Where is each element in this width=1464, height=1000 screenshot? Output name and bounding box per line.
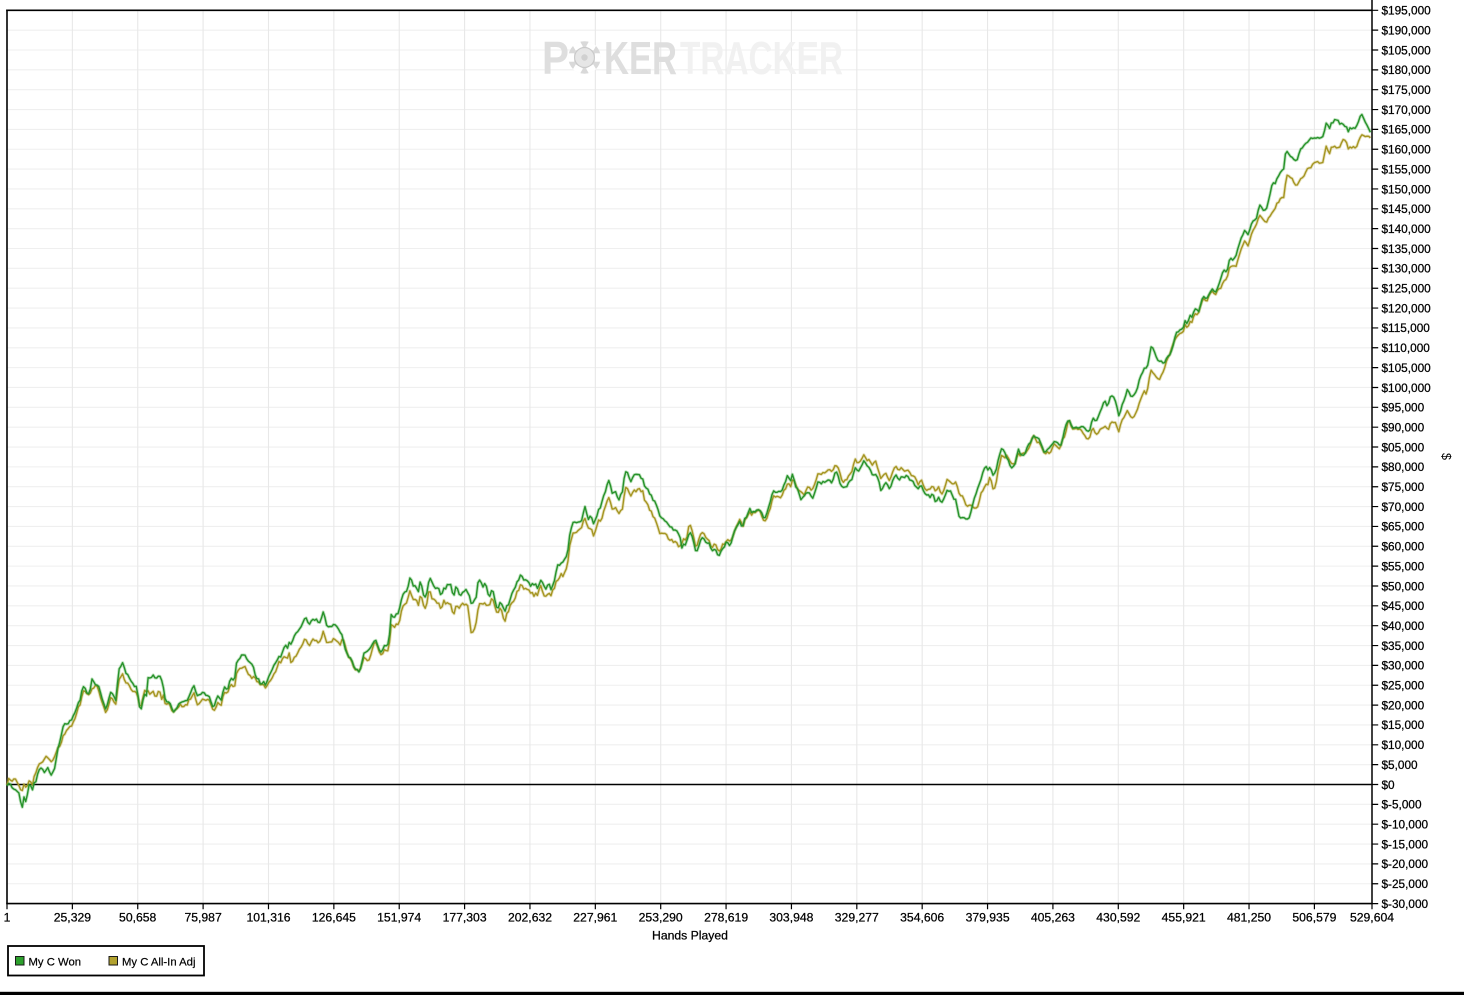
svg-text:354,606: 354,606 [900,911,944,925]
svg-text:$: $ [1439,453,1453,460]
svg-text:126,645: 126,645 [312,911,356,925]
svg-text:$45,000: $45,000 [1382,599,1425,613]
svg-text:$55,000: $55,000 [1382,559,1425,573]
svg-text:506,579: 506,579 [1292,911,1336,925]
svg-text:$75,000: $75,000 [1382,480,1425,494]
svg-text:$15,000: $15,000 [1382,718,1425,732]
svg-text:$60,000: $60,000 [1382,540,1425,554]
svg-text:405,263: 405,263 [1031,911,1075,925]
svg-text:529,604: 529,604 [1350,911,1394,925]
svg-text:$-10,000: $-10,000 [1382,818,1429,832]
svg-text:$40,000: $40,000 [1382,619,1425,633]
svg-text:$145,000: $145,000 [1382,202,1432,216]
svg-text:$80,000: $80,000 [1382,460,1425,474]
svg-text:$155,000: $155,000 [1382,162,1432,176]
svg-text:$10,000: $10,000 [1382,738,1425,752]
svg-text:$-25,000: $-25,000 [1382,877,1429,891]
svg-text:177,303: 177,303 [443,911,487,925]
svg-text:$50,000: $50,000 [1382,579,1425,593]
svg-text:101,316: 101,316 [246,911,290,925]
svg-text:$170,000: $170,000 [1382,103,1432,117]
svg-text:TRACKER: TRACKER [680,32,843,84]
svg-text:$165,000: $165,000 [1382,123,1432,137]
svg-text:$105,000: $105,000 [1382,361,1432,375]
svg-text:$-20,000: $-20,000 [1382,857,1429,871]
svg-text:253,290: 253,290 [639,911,683,925]
svg-text:$5,000: $5,000 [1382,758,1419,772]
svg-text:$195,000: $195,000 [1382,4,1432,18]
svg-text:379,935: 379,935 [966,911,1010,925]
svg-text:202,632: 202,632 [508,911,552,925]
svg-text:$110,000: $110,000 [1382,341,1431,355]
svg-text:$30,000: $30,000 [1382,659,1425,673]
svg-text:$-15,000: $-15,000 [1382,837,1429,851]
svg-text:Hands Played: Hands Played [652,929,728,943]
svg-text:KER: KER [604,32,677,84]
svg-text:$180,000: $180,000 [1382,63,1432,77]
svg-text:$65,000: $65,000 [1382,520,1425,534]
svg-text:$190,000: $190,000 [1382,24,1432,38]
svg-text:$160,000: $160,000 [1382,143,1432,157]
svg-text:$05,000: $05,000 [1382,440,1425,454]
svg-text:430,592: 430,592 [1096,911,1140,925]
svg-text:$100,000: $100,000 [1382,381,1432,395]
svg-text:$25,000: $25,000 [1382,679,1425,693]
svg-text:$115,000: $115,000 [1382,321,1431,335]
svg-text:278,619: 278,619 [704,911,748,925]
svg-text:455,921: 455,921 [1162,911,1206,925]
svg-text:P: P [542,32,569,84]
svg-text:1: 1 [4,911,11,925]
svg-text:$0: $0 [1382,778,1396,792]
svg-text:$-30,000: $-30,000 [1382,897,1429,911]
svg-text:227,961: 227,961 [573,911,617,925]
svg-text:$-5,000: $-5,000 [1382,798,1422,812]
svg-text:My C Won: My C Won [29,957,82,969]
svg-text:151,974: 151,974 [377,911,421,925]
svg-text:$120,000: $120,000 [1382,301,1432,315]
svg-text:$140,000: $140,000 [1382,222,1432,236]
svg-text:$35,000: $35,000 [1382,639,1425,653]
svg-text:$20,000: $20,000 [1382,698,1425,712]
svg-text:$130,000: $130,000 [1382,262,1432,276]
svg-text:329,277: 329,277 [835,911,879,925]
svg-text:75,987: 75,987 [184,911,221,925]
svg-text:$105,000: $105,000 [1382,43,1432,57]
svg-text:481,250: 481,250 [1227,911,1271,925]
svg-text:$125,000: $125,000 [1382,282,1432,296]
svg-text:$95,000: $95,000 [1382,401,1425,415]
svg-text:$90,000: $90,000 [1382,421,1425,435]
svg-text:$135,000: $135,000 [1382,242,1432,256]
svg-text:$70,000: $70,000 [1382,500,1425,514]
svg-text:$175,000: $175,000 [1382,83,1432,97]
svg-text:50,658: 50,658 [119,911,156,925]
svg-text:My C All-In Adj: My C All-In Adj [122,957,195,969]
svg-text:25,329: 25,329 [54,911,91,925]
svg-text:303,948: 303,948 [769,911,813,925]
svg-text:$150,000: $150,000 [1382,182,1432,196]
